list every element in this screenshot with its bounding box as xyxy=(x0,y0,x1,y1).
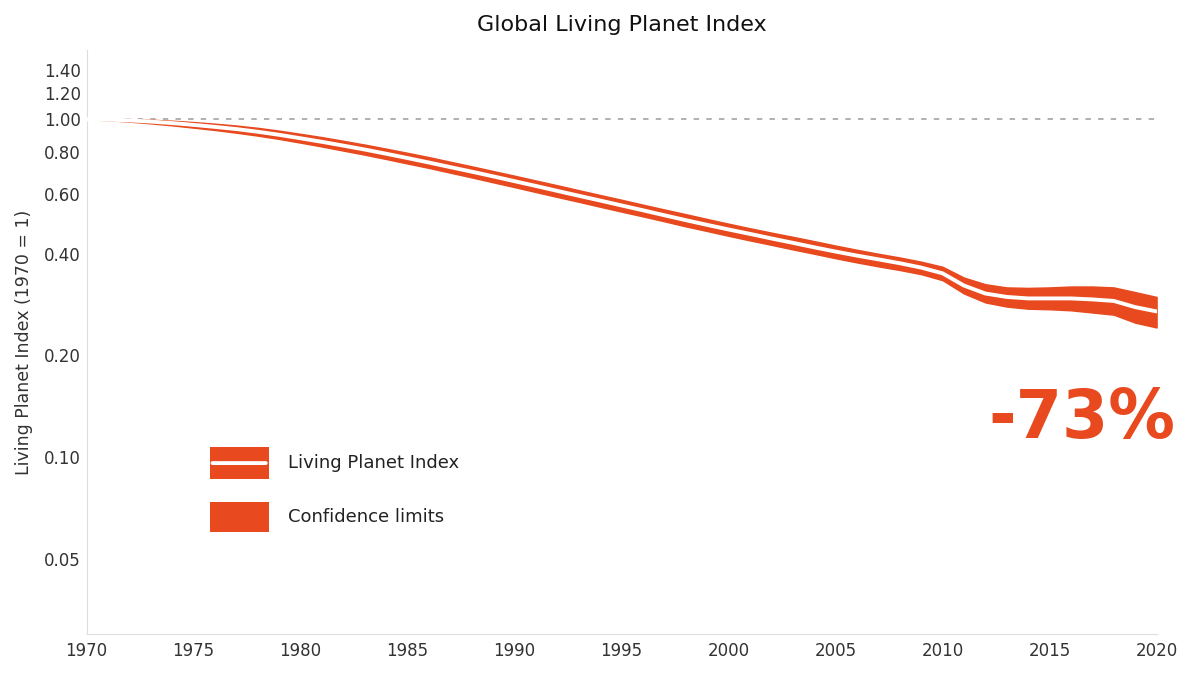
Bar xyxy=(210,447,269,479)
Y-axis label: Living Planet Index (1970 = 1): Living Planet Index (1970 = 1) xyxy=(14,209,32,475)
Text: Confidence limits: Confidence limits xyxy=(288,508,444,526)
Bar xyxy=(210,502,269,532)
Title: Global Living Planet Index: Global Living Planet Index xyxy=(476,15,767,35)
Text: Living Planet Index: Living Planet Index xyxy=(288,454,458,472)
Text: -73%: -73% xyxy=(989,385,1175,452)
